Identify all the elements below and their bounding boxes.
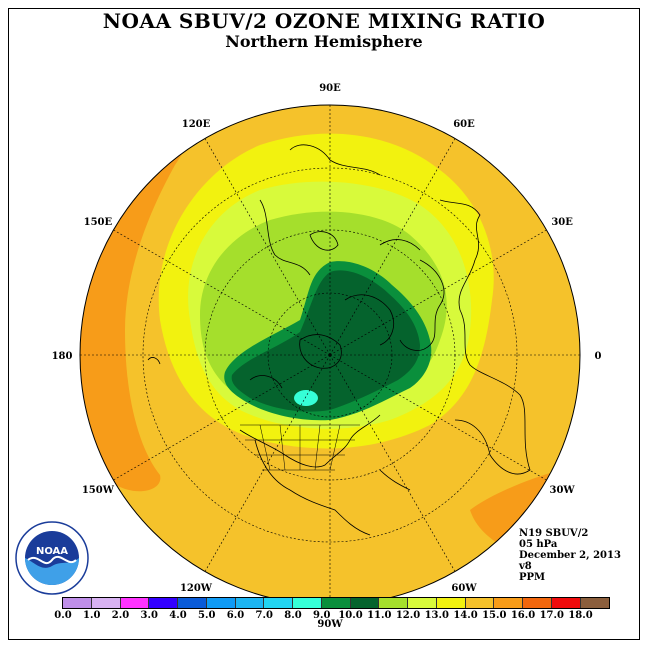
longitude-label: 30E xyxy=(551,217,573,228)
noaa-logo-text: NOAA xyxy=(36,546,68,557)
satellite-label: N19 SBUV/2 xyxy=(519,528,589,539)
legend-tick-label: 8.0 xyxy=(284,610,302,621)
legend-tick-label: 17.0 xyxy=(539,610,564,621)
longitude-label: 90E xyxy=(319,83,341,94)
legend-swatch xyxy=(580,598,610,608)
longitude-label: 90W xyxy=(317,619,343,630)
ozone-band-14-south xyxy=(470,470,560,545)
ozone-band-8 xyxy=(231,270,420,412)
meridian-line xyxy=(113,229,331,356)
legend-tick-label: 7.0 xyxy=(255,610,273,621)
ozone-peak-7 xyxy=(294,390,318,406)
meridian-line xyxy=(204,354,331,572)
legend-swatch xyxy=(551,598,581,608)
legend-swatch xyxy=(350,598,380,608)
meridian-line xyxy=(329,138,456,356)
legend-tick-label: 16.0 xyxy=(510,610,536,621)
meridian-line xyxy=(329,354,547,481)
longitude-label: 120W xyxy=(180,583,213,594)
us-grid xyxy=(240,424,360,471)
legend-tick-label: 4.0 xyxy=(169,610,187,621)
meridian-line xyxy=(329,229,547,356)
map-title: NOAA SBUV/2 OZONE MIXING RATIO xyxy=(102,9,546,33)
legend-swatch xyxy=(63,598,92,608)
longitude-label: 0 xyxy=(595,351,602,362)
legend-swatch xyxy=(178,598,207,608)
map-subtitle: Northern Hemisphere xyxy=(225,32,423,51)
legend-swatch xyxy=(120,598,150,608)
legend-swatch xyxy=(264,598,293,608)
legend-swatch xyxy=(149,598,178,608)
legend-tick-label: 3.0 xyxy=(140,610,158,621)
legend-swatch xyxy=(293,598,322,608)
longitude-label: 150E xyxy=(84,217,113,228)
legend-swatch xyxy=(523,598,552,608)
legend-tick-label: 5.0 xyxy=(198,610,216,621)
legend-tick-label: 0.0 xyxy=(54,610,72,621)
noaa-logo: NOAA xyxy=(15,521,89,595)
legend-swatch xyxy=(235,598,265,608)
longitude-label: 60E xyxy=(453,119,475,130)
meridian-line xyxy=(329,354,456,572)
coastlines xyxy=(147,144,531,536)
figure-frame xyxy=(8,8,640,640)
legend-swatch xyxy=(408,598,437,608)
meridian-line xyxy=(113,354,331,481)
legend-tick-label: 1.0 xyxy=(83,610,101,621)
legend-swatch xyxy=(436,598,466,608)
color-legend xyxy=(62,597,611,609)
legend-swatch xyxy=(91,598,121,608)
legend-tick-label: 13.0 xyxy=(424,610,449,621)
legend-tick-label: 12.0 xyxy=(395,610,421,621)
date-label: December 2, 2013 xyxy=(519,550,621,561)
legend-swatch xyxy=(206,598,236,608)
legend-tick-label: 18.0 xyxy=(568,610,593,621)
version-label: v8 xyxy=(519,561,532,572)
longitude-label: 150W xyxy=(82,485,115,496)
longitude-label: 180 xyxy=(52,351,73,362)
legend-tick-label: 9.0 xyxy=(313,610,331,621)
legend-tick-label: 11.0 xyxy=(367,610,392,621)
legend-swatch xyxy=(494,598,523,608)
legend-swatch xyxy=(321,598,351,608)
legend-tick-label: 6.0 xyxy=(226,610,245,621)
legend-tick-label: 15.0 xyxy=(482,610,507,621)
legend-swatch xyxy=(379,598,408,608)
longitude-label: 120E xyxy=(182,119,211,130)
longitude-label: 60W xyxy=(451,583,477,594)
legend-tick-label: 10.0 xyxy=(338,610,363,621)
graticule xyxy=(80,105,580,605)
legend-tick-label: 2.0 xyxy=(111,610,130,621)
longitude-labels: 90E 60E 30E 0 30W 60W 90W 120W 150W 180 150E 120E xyxy=(52,83,602,630)
level-label: 05 hPa xyxy=(519,539,558,550)
meridian-line xyxy=(204,138,331,356)
legend-tick-label: 14.0 xyxy=(453,610,478,621)
ozone-band-14 xyxy=(80,112,189,492)
legend-swatch xyxy=(465,598,495,608)
longitude-label: 30W xyxy=(550,485,576,496)
units-label: PPM xyxy=(519,572,546,583)
